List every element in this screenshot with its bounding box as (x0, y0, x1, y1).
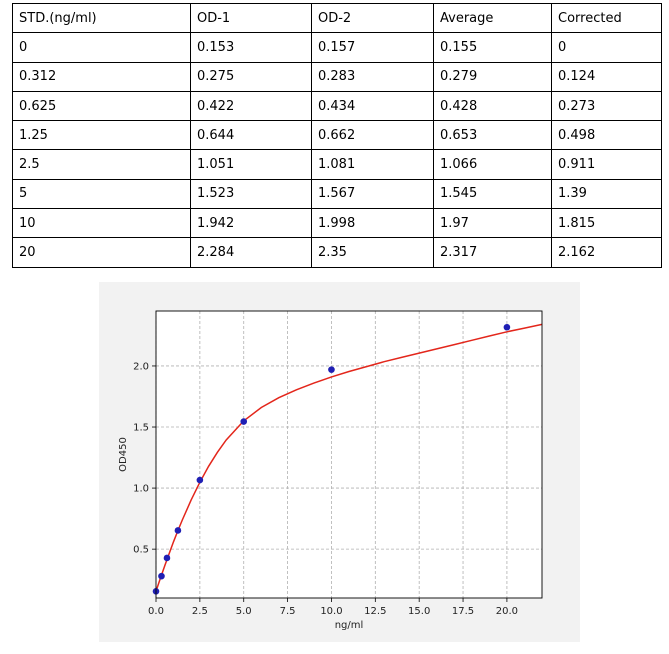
data-point (174, 527, 182, 534)
table-cell: 1.97 (433, 208, 552, 239)
table-cell: 20 (12, 237, 191, 268)
table-cell: 0.279 (433, 61, 552, 92)
x-tick-label: 7.5 (280, 606, 296, 617)
table-body: STD.(ng/ml) OD-1 OD-2 Average Corrected 0 0.15… (12, 2, 662, 268)
table-cell: 2.162 (551, 237, 662, 268)
x-tick-label: 2.5 (192, 606, 208, 617)
plot-area (156, 311, 542, 598)
standard-curve-table: STD.(ng/ml) OD-1 OD-2 Average Corrected 0 0.15… (12, 2, 662, 268)
table-cell: 2.5 (12, 149, 191, 180)
table-cell: 2.35 (311, 237, 434, 268)
x-tick-label: 10.0 (320, 606, 342, 617)
x-axis-label: ng/ml (335, 620, 364, 631)
y-tick-label: 1.0 (133, 484, 149, 495)
table-cell: 0.157 (311, 32, 434, 63)
table-cell: 0 (551, 32, 662, 63)
table-cell: 1.39 (551, 178, 662, 210)
table-row: 0 0.153 0.157 0.155 0 (12, 32, 662, 63)
table-cell: 0.275 (190, 61, 312, 92)
table-cell: 1.567 (311, 178, 434, 210)
table-row: 0.625 0.422 0.434 0.428 0.273 (12, 90, 662, 122)
column-header: Average (433, 2, 552, 34)
y-tick-label: 0.5 (133, 545, 149, 556)
table-row: 0.312 0.275 0.283 0.279 0.124 (12, 61, 662, 92)
table-cell: 2.284 (190, 237, 312, 268)
table-cell: 10 (12, 208, 191, 239)
table-cell: 0.498 (551, 120, 662, 151)
x-tick-label: 17.5 (452, 606, 474, 617)
table-cell: 0.155 (433, 32, 552, 63)
table-cell: 1.081 (311, 149, 434, 180)
column-header: OD-2 (311, 2, 434, 34)
data-point (196, 476, 204, 484)
table-cell: 0.644 (190, 120, 312, 151)
x-tick-label: 20.0 (496, 606, 518, 617)
table-cell: 0.153 (190, 32, 312, 63)
table-cell: 0.273 (551, 90, 662, 122)
table-header-row: STD.(ng/ml) OD-1 OD-2 Average Corrected (12, 2, 662, 34)
chart-panel: 0.0 2.5 5.0 7.5 10.0 12.5 15.0 17.5 20.0 0.5 1.0 1.… (99, 282, 580, 642)
table-cell: 1.815 (551, 208, 662, 239)
table-cell: 0.434 (311, 90, 434, 122)
data-point (503, 323, 511, 331)
x-tick-label: 5.0 (236, 606, 252, 617)
table-cell: 0.625 (12, 90, 191, 122)
table-cell: 0.283 (311, 61, 434, 92)
table-row: 1.25 0.644 0.662 0.653 0.498 (12, 120, 662, 151)
data-point (163, 554, 171, 562)
table-cell: 1.051 (190, 149, 312, 180)
plot-frame (155, 310, 543, 599)
table-cell: 0.653 (433, 120, 552, 151)
x-tick-label: 0.0 (148, 606, 164, 617)
x-tick-label: 12.5 (364, 606, 386, 617)
table-cell: 1.998 (311, 208, 434, 239)
table-cell: 1.25 (12, 120, 191, 151)
table-cell: 2.317 (433, 237, 552, 268)
x-tick-label: 15.0 (408, 606, 430, 617)
table-cell: 0.422 (190, 90, 312, 122)
table-cell: 0.124 (551, 61, 662, 92)
y-tick-label: 1.5 (133, 423, 149, 434)
y-tick-label: 2.0 (133, 361, 149, 372)
table-cell: 0.428 (433, 90, 552, 122)
table-cell: 0.662 (311, 120, 434, 151)
y-axis-label: OD450 (118, 437, 129, 472)
table-row: 10 1.942 1.998 1.97 1.815 (12, 208, 662, 239)
data-point (328, 366, 335, 373)
data-point (240, 418, 248, 425)
table-row: 5 1.523 1.567 1.545 1.39 (12, 178, 662, 210)
table-cell: 1.523 (190, 178, 312, 210)
column-header: STD.(ng/ml) (12, 2, 191, 34)
table-cell: 1.942 (190, 208, 312, 239)
data-point (158, 572, 165, 580)
table-cell: 5 (12, 178, 191, 210)
table-row: 20 2.284 2.35 2.317 2.162 (12, 237, 662, 268)
column-header: OD-1 (190, 2, 312, 34)
table-cell: 0 (12, 32, 191, 63)
table-cell: 0.312 (12, 61, 191, 92)
standard-curve-chart: 0.0 2.5 5.0 7.5 10.0 12.5 15.0 17.5 20.0 0.5 1.0 1.… (118, 310, 543, 631)
table-row: 2.5 1.051 1.081 1.066 0.911 (12, 149, 662, 180)
table-cell: 1.066 (433, 149, 552, 180)
table-cell: 1.545 (433, 178, 552, 210)
column-header: Corrected (551, 2, 662, 34)
table-cell: 0.911 (551, 149, 662, 180)
